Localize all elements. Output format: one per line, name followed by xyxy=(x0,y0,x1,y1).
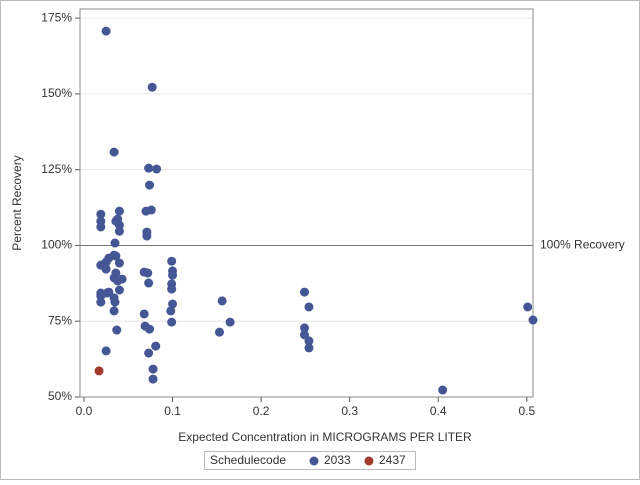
legend-label: 2033 xyxy=(324,453,351,467)
x-tick-label: 0.0 xyxy=(76,404,93,418)
point xyxy=(144,163,154,173)
x-tick-label: 0.4 xyxy=(430,404,447,418)
x-tick-label: 0.2 xyxy=(253,404,270,418)
y-tick-label: 175% xyxy=(41,10,72,24)
point xyxy=(114,206,124,216)
point xyxy=(225,317,235,327)
point xyxy=(101,26,111,36)
reference-label: 100% Recovery xyxy=(540,238,625,252)
point xyxy=(143,268,153,278)
legend-title: Schedulecode xyxy=(210,453,286,467)
point xyxy=(304,336,314,346)
point xyxy=(101,264,111,274)
x-tick-label: 0.3 xyxy=(341,404,358,418)
x-tick-label: 0.1 xyxy=(164,404,181,418)
point xyxy=(300,287,310,297)
point xyxy=(168,299,178,309)
legend-marker xyxy=(364,456,374,466)
point xyxy=(139,309,149,319)
y-tick-label: 75% xyxy=(48,313,72,327)
point xyxy=(101,346,111,356)
point xyxy=(528,315,538,325)
point xyxy=(151,341,161,351)
point xyxy=(94,366,104,376)
point xyxy=(96,297,106,307)
point xyxy=(145,180,155,190)
point xyxy=(96,222,106,232)
point xyxy=(167,284,177,294)
point xyxy=(112,325,122,335)
y-tick-label: 125% xyxy=(41,162,72,176)
x-tick-label: 0.5 xyxy=(518,404,535,418)
point xyxy=(114,258,124,268)
point xyxy=(146,205,156,215)
point xyxy=(148,374,158,384)
y-tick-label: 100% xyxy=(41,238,72,252)
point xyxy=(96,209,106,219)
point xyxy=(167,317,177,327)
point xyxy=(152,164,162,174)
y-tick-label: 150% xyxy=(41,86,72,100)
point xyxy=(110,297,120,307)
point xyxy=(523,302,533,312)
point xyxy=(438,385,448,395)
point xyxy=(114,226,124,236)
point xyxy=(148,364,158,374)
y-axis-label: Percent Recovery xyxy=(10,155,24,250)
point xyxy=(214,327,224,337)
legend-label: 2437 xyxy=(379,453,406,467)
point xyxy=(145,324,155,334)
plot-frame xyxy=(79,8,534,398)
point xyxy=(117,274,127,284)
point xyxy=(166,306,176,316)
legend-marker xyxy=(309,456,319,466)
point xyxy=(304,343,314,353)
point xyxy=(147,82,157,92)
x-axis-label: Expected Concentration in MICROGRAMS PER… xyxy=(178,430,472,444)
point xyxy=(144,278,154,288)
point xyxy=(110,238,120,248)
point xyxy=(300,323,310,333)
point xyxy=(167,256,177,266)
point xyxy=(114,285,124,295)
point xyxy=(109,147,119,157)
point xyxy=(217,296,227,306)
point xyxy=(168,270,178,280)
point xyxy=(144,348,154,358)
point xyxy=(109,306,119,316)
point xyxy=(304,302,314,312)
point xyxy=(111,251,121,261)
y-tick-label: 50% xyxy=(48,389,72,403)
point xyxy=(142,231,152,241)
point xyxy=(104,287,114,297)
